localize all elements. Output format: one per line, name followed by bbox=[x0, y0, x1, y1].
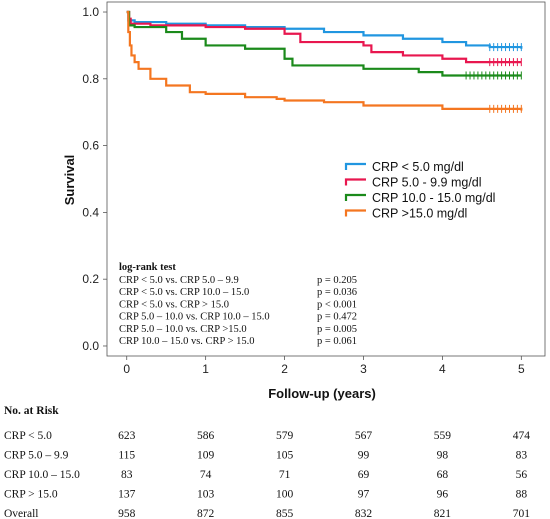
risk-cell: 83 bbox=[516, 450, 528, 462]
risk-cell: 88 bbox=[516, 489, 528, 501]
logrank-p-value: p = 0.036 bbox=[317, 287, 357, 298]
x-tick-label: 3 bbox=[360, 362, 367, 376]
legend-label: CRP >15.0 mg/dl bbox=[372, 207, 467, 221]
plot-area: 0.0 0.2 0.4 0.6 0.8 1.0 0 1 2 3 4 5 bbox=[82, 1, 546, 376]
y-tick-label: 0.8 bbox=[82, 72, 99, 86]
logrank-comparison: CRP 10.0 – 15.0 vs. CRP > 15.0 bbox=[119, 336, 255, 347]
risk-cell: 567 bbox=[355, 430, 373, 442]
logrank-title: log-rank test bbox=[119, 262, 176, 273]
risk-cell: 109 bbox=[197, 450, 215, 462]
risk-cell: 821 bbox=[434, 508, 452, 519]
risk-cell: 97 bbox=[358, 489, 370, 501]
risk-cell: 586 bbox=[197, 430, 215, 442]
risk-cell: 74 bbox=[200, 469, 212, 481]
legend-label: CRP < 5.0 mg/dl bbox=[372, 160, 464, 174]
risk-table-title: No. at Risk bbox=[4, 405, 59, 417]
logrank-p-value: p < 0.001 bbox=[317, 299, 357, 310]
y-tick-label: 0.4 bbox=[82, 205, 99, 219]
legend-swatch bbox=[344, 162, 366, 170]
survival-curves bbox=[126, 10, 523, 113]
legend-swatch bbox=[344, 178, 366, 186]
risk-row-label: Overall bbox=[4, 508, 38, 519]
x-tick-label: 5 bbox=[518, 362, 525, 376]
risk-cell: 855 bbox=[276, 508, 294, 519]
legend-swatch bbox=[344, 209, 366, 217]
logrank-comparison: CRP < 5.0 vs. CRP 5.0 – 9.9 bbox=[119, 275, 239, 286]
survival-curve bbox=[126, 10, 522, 64]
x-tick-label: 4 bbox=[439, 362, 446, 376]
logrank-test-box: log-rank test CRP < 5.0 vs. CRP 5.0 – 9.9… bbox=[119, 262, 357, 347]
logrank-comparison: CRP < 5.0 vs. CRP > 15.0 bbox=[119, 299, 229, 310]
risk-cell: 71 bbox=[279, 469, 291, 481]
risk-cell: 68 bbox=[437, 469, 449, 481]
logrank-p-value: p = 0.205 bbox=[317, 275, 357, 286]
y-axis-title: Survival bbox=[62, 155, 77, 206]
plot-frame bbox=[106, 1, 546, 357]
risk-cell: 83 bbox=[121, 469, 133, 481]
logrank-comparison: CRP 5.0 – 10.0 vs. CRP >15.0 bbox=[119, 324, 247, 335]
risk-row-label: CRP 10.0 – 15.0 bbox=[4, 469, 80, 481]
risk-cell: 98 bbox=[437, 450, 449, 462]
x-tick-label: 0 bbox=[123, 362, 130, 376]
y-tick-label: 0.6 bbox=[82, 139, 99, 153]
survival-curve bbox=[126, 10, 522, 77]
risk-cell: 474 bbox=[513, 430, 531, 442]
y-tick-label: 1.0 bbox=[82, 5, 99, 19]
x-axis-ticks: 0 1 2 3 4 5 bbox=[123, 356, 525, 376]
y-tick-label: 0.2 bbox=[82, 272, 99, 286]
risk-cell: 99 bbox=[358, 450, 370, 462]
logrank-p-value: p = 0.005 bbox=[317, 324, 357, 335]
logrank-p-value: p = 0.472 bbox=[317, 312, 357, 323]
y-axis-ticks: 0.0 0.2 0.4 0.6 0.8 1.0 bbox=[82, 5, 107, 353]
legend-label: CRP 10.0 - 15.0 mg/dl bbox=[372, 191, 495, 205]
risk-cell: 69 bbox=[358, 469, 370, 481]
risk-cell: 96 bbox=[437, 489, 449, 501]
x-tick-label: 2 bbox=[281, 362, 288, 376]
risk-cell: 137 bbox=[118, 489, 136, 501]
risk-cell: 56 bbox=[516, 469, 528, 481]
risk-table: No. at Risk CRP < 5.0 623 586 579 567 559 474 CR… bbox=[4, 405, 530, 519]
survival-curve bbox=[126, 10, 523, 49]
risk-cell: 579 bbox=[276, 430, 294, 442]
risk-cell: 701 bbox=[513, 508, 531, 519]
survival-curve bbox=[126, 10, 523, 111]
risk-row-label: CRP < 5.0 bbox=[4, 430, 52, 442]
legend-swatch bbox=[344, 193, 366, 201]
x-tick-label: 1 bbox=[202, 362, 209, 376]
logrank-comparison: CRP 5.0 – 10.0 vs. CRP 10.0 – 15.0 bbox=[119, 312, 270, 323]
legend-label: CRP 5.0 - 9.9 mg/dl bbox=[372, 176, 482, 190]
x-axis-title: Follow-up (years) bbox=[268, 386, 376, 401]
risk-row-label: CRP 5.0 – 9.9 bbox=[4, 450, 69, 462]
risk-cell: 103 bbox=[197, 489, 215, 501]
risk-cell: 115 bbox=[118, 450, 135, 462]
logrank-p-value: p = 0.061 bbox=[317, 336, 357, 347]
risk-cell: 958 bbox=[118, 508, 136, 519]
y-tick-label: 0.0 bbox=[82, 339, 99, 353]
logrank-comparison: CRP < 5.0 vs. CRP 10.0 – 15.0 bbox=[119, 287, 249, 298]
risk-cell: 559 bbox=[434, 430, 452, 442]
risk-cell: 100 bbox=[276, 489, 294, 501]
risk-cell: 872 bbox=[197, 508, 215, 519]
risk-cell: 623 bbox=[118, 430, 136, 442]
risk-cell: 832 bbox=[355, 508, 373, 519]
risk-cell: 105 bbox=[276, 450, 294, 462]
risk-row-label: CRP > 15.0 bbox=[4, 489, 58, 501]
